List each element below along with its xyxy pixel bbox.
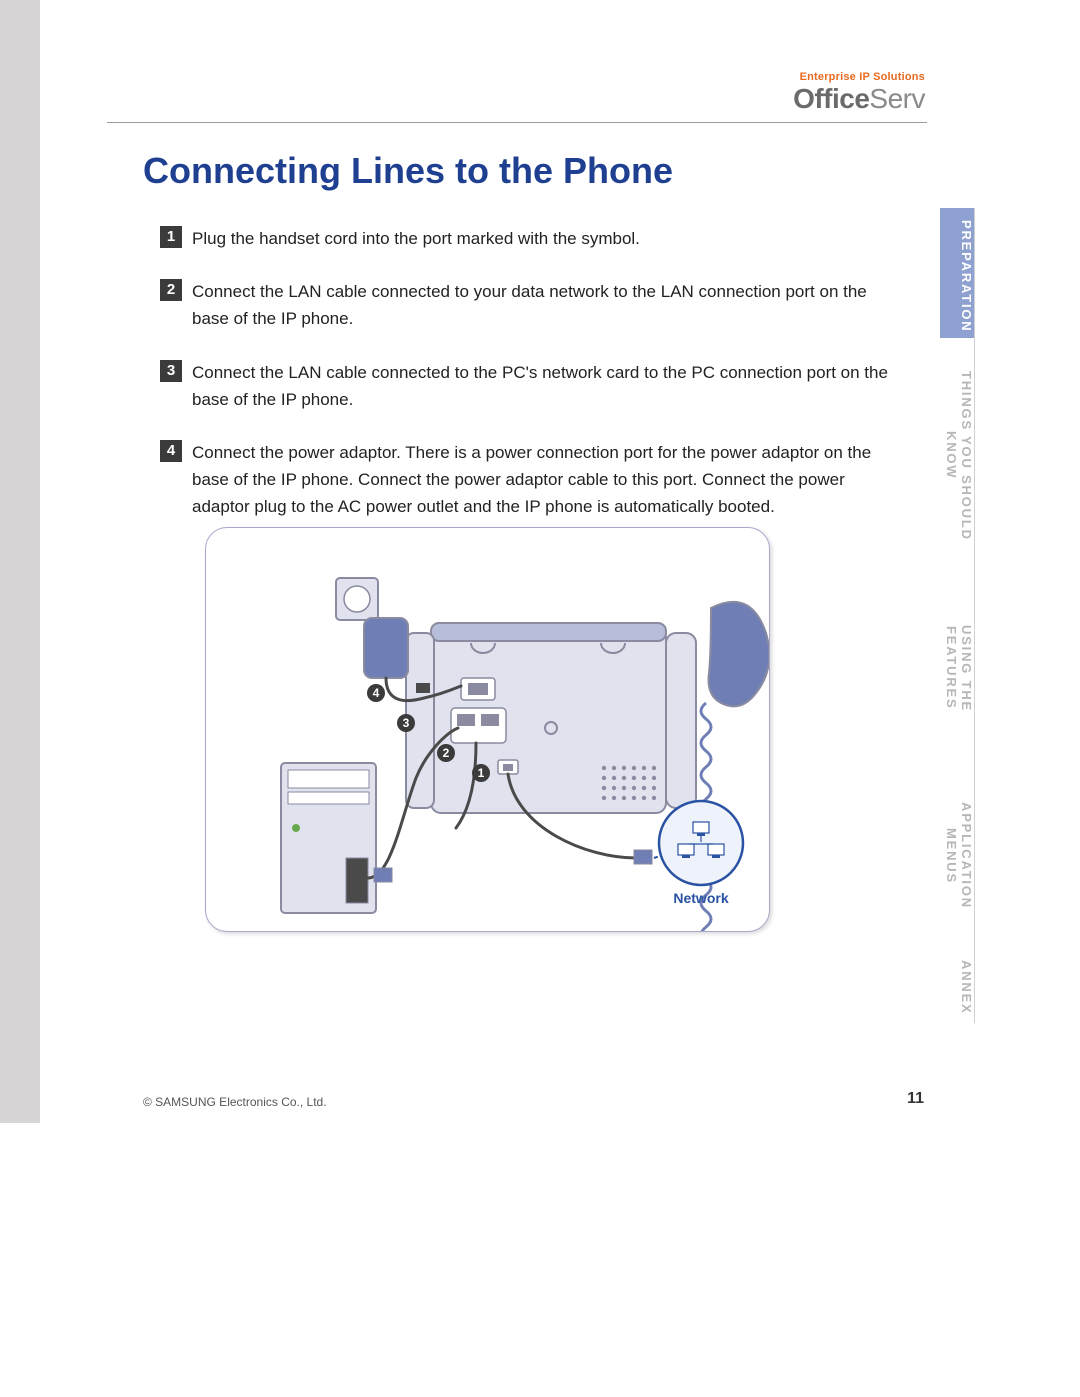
section-tab[interactable]: USING THE FEATURES <box>940 573 975 763</box>
step-text: Plug the handset cord into the port mark… <box>192 225 890 252</box>
svg-text:2: 2 <box>443 746 450 760</box>
step-number-badge: 4 <box>160 440 182 462</box>
step-text: Connect the LAN cable connected to your … <box>192 278 890 332</box>
officeserv-logo: OfficeServ <box>793 83 925 115</box>
header-divider <box>107 122 927 123</box>
svg-text:3: 3 <box>403 716 410 730</box>
section-tabs: PREPARATIONTHINGS YOU SHOULD KNOWUSING T… <box>940 208 975 1023</box>
svg-text:4: 4 <box>373 686 380 700</box>
step-3: 3 Connect the LAN cable connected to the … <box>160 359 890 413</box>
step-4: 4 Connect the power adaptor. There is a p… <box>160 439 890 521</box>
section-tab[interactable]: PREPARATION <box>940 208 975 338</box>
footer-copyright: © SAMSUNG Electronics Co., Ltd. <box>143 1095 327 1109</box>
instruction-steps: 1 Plug the handset cord into the port mar… <box>160 225 890 547</box>
section-tab[interactable]: ANNEX <box>940 948 975 1023</box>
header-tagline: Enterprise IP Solutions <box>800 71 925 83</box>
logo-part2: Serv <box>869 83 925 114</box>
step-text: Connect the LAN cable connected to the P… <box>192 359 890 413</box>
step-2: 2 Connect the LAN cable connected to your… <box>160 278 890 332</box>
section-tab[interactable]: THINGS YOU SHOULD KNOW <box>940 338 975 573</box>
step-number-badge: 1 <box>160 226 182 248</box>
manual-page: Enterprise IP Solutions OfficeServ Conne… <box>0 0 1080 1397</box>
svg-text:1: 1 <box>478 766 485 780</box>
connection-diagram: Network 1 2 3 4 <box>205 527 770 932</box>
footer-page-number: 11 <box>907 1090 924 1108</box>
section-tab[interactable]: APPLICATION MENUS <box>940 763 975 948</box>
step-number-badge: 3 <box>160 360 182 382</box>
step-1: 1 Plug the handset cord into the port mar… <box>160 225 890 252</box>
svg-text:Network: Network <box>673 890 728 906</box>
logo-part1: Office <box>793 83 869 114</box>
step-text: Connect the power adaptor. There is a po… <box>192 439 890 521</box>
page-title: Connecting Lines to the Phone <box>143 150 673 192</box>
step-number-badge: 2 <box>160 279 182 301</box>
left-margin-strip <box>0 0 40 1123</box>
